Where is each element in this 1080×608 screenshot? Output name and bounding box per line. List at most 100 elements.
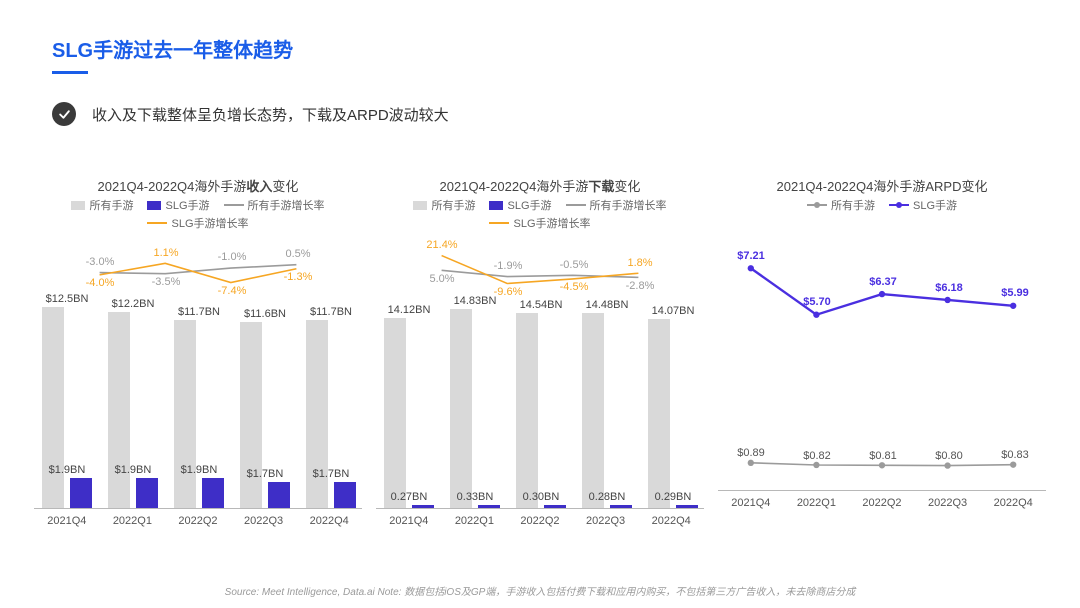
legend-label: 所有手游增长率: [248, 197, 325, 213]
legend-label: SLG手游: [507, 197, 551, 213]
chart-title: 2021Q4-2022Q4海外手游收入变化: [34, 176, 362, 195]
x-tick: 2022Q2: [849, 491, 915, 509]
labels-layer: 21.4%5.0%-9.6%-1.9%-4.5%-0.5%1.8%-2.8%: [376, 237, 704, 527]
plot-area: 14.12BN0.27BN14.83BN0.33BN14.54BN0.30BN1…: [376, 237, 704, 527]
legend-slg-bar: SLG手游: [489, 197, 551, 213]
arpd-label-all: $0.80: [935, 450, 963, 462]
legend-label: 所有手游增长率: [590, 197, 667, 213]
x-axis: 2021Q42022Q12022Q22022Q32022Q4: [718, 490, 1046, 509]
legend-slg-line: SLG手游增长率: [147, 215, 248, 231]
page-title-block: SLG手游过去一年整体趋势: [52, 34, 293, 74]
swatch-line: [224, 204, 244, 206]
arpd-label-all: $0.89: [737, 447, 765, 459]
x-axis: 2021Q42022Q12022Q22022Q32022Q4: [376, 508, 704, 527]
check-circle-icon: [52, 102, 76, 126]
growth-label-slg: -7.4%: [218, 285, 247, 297]
legend-slg-line: SLG手游: [889, 197, 957, 213]
charts-row: 2021Q4-2022Q4海外手游收入变化 所有手游 SLG手游 所有手游增长率…: [34, 176, 1046, 546]
chart-title-pre: 2021Q4-2022Q4海外手游: [440, 179, 589, 194]
legend-all-line: 所有手游增长率: [224, 197, 325, 213]
legend-all-line: 所有手游增长率: [566, 197, 667, 213]
legend-slg-line: SLG手游增长率: [489, 215, 590, 231]
x-tick: 2022Q1: [784, 491, 850, 509]
chart-title-post: 变化: [614, 179, 640, 194]
legend-label: 所有手游: [431, 197, 475, 213]
x-tick: 2022Q1: [100, 509, 166, 527]
page-title: SLG手游过去一年整体趋势: [52, 34, 293, 63]
plot-area: $12.5BN$1.9BN$12.2BN$1.9BN$11.7BN$1.9BN$…: [34, 237, 362, 527]
legend-all-line: 所有手游: [807, 197, 875, 213]
arpd-label-all: $0.81: [869, 450, 897, 462]
swatch-box: [489, 201, 503, 210]
x-tick: 2022Q1: [442, 509, 508, 527]
legend-label: 所有手游: [831, 197, 875, 213]
x-tick: 2022Q4: [296, 509, 362, 527]
legend-label: SLG手游增长率: [171, 215, 248, 231]
bullet-row: 收入及下载整体呈负增长态势，下载及ARPD波动较大: [52, 102, 449, 126]
swatch-box: [147, 201, 161, 210]
chart-legend: 所有手游 SLG手游: [718, 197, 1046, 213]
chart-title: 2021Q4-2022Q4海外手游ARPD变化: [718, 176, 1046, 195]
x-tick: 2021Q4: [718, 491, 784, 509]
legend-all-bar: 所有手游: [71, 197, 133, 213]
x-tick: 2022Q4: [638, 509, 704, 527]
swatch-box: [71, 201, 85, 210]
bullet-text: 收入及下载整体呈负增长态势，下载及ARPD波动较大: [92, 104, 449, 125]
swatch-line: [147, 222, 167, 224]
swatch-line: [889, 204, 909, 206]
chart-arpd: 2021Q4-2022Q4海外手游ARPD变化 所有手游 SLG手游 $7.21…: [718, 176, 1046, 546]
labels-layer: $7.21 $0.89 $5.70 $0.82 $6.37 $0.81 $6.18 $0.80…: [718, 219, 1046, 509]
growth-label-all: 0.5%: [285, 248, 310, 260]
legend-label: SLG手游增长率: [513, 215, 590, 231]
x-tick: 2021Q4: [34, 509, 100, 527]
chart-title-bold: 收入: [246, 179, 272, 194]
plot-area: $7.21 $0.89 $5.70 $0.82 $6.37 $0.81 $6.18 $0.80…: [718, 219, 1046, 509]
chart-revenue: 2021Q4-2022Q4海外手游收入变化 所有手游 SLG手游 所有手游增长率…: [34, 176, 362, 546]
x-tick: 2022Q4: [980, 491, 1046, 509]
arpd-label-all: $0.83: [1001, 449, 1029, 461]
growth-label-all: -3.0%: [86, 256, 115, 268]
chart-legend: 所有手游 SLG手游 所有手游增长率 SLG手游增长率: [34, 197, 362, 231]
legend-label: 所有手游: [89, 197, 133, 213]
growth-label-all: -2.8%: [626, 280, 655, 292]
arpd-label-slg: $6.18: [935, 282, 963, 294]
x-tick: 2022Q2: [507, 509, 573, 527]
chart-downloads: 2021Q4-2022Q4海外手游下载变化 所有手游 SLG手游 所有手游增长率…: [376, 176, 704, 546]
growth-label-all: -0.5%: [560, 259, 589, 271]
legend-label: SLG手游: [165, 197, 209, 213]
swatch-box: [413, 201, 427, 210]
x-tick: 2022Q3: [573, 509, 639, 527]
arpd-label-slg: $5.70: [803, 296, 831, 308]
legend-label: SLG手游: [913, 197, 957, 213]
footer-source: Source: Meet Intelligence, Data.ai Note:…: [0, 583, 1080, 598]
x-axis: 2021Q42022Q12022Q22022Q32022Q4: [34, 508, 362, 527]
swatch-line: [566, 204, 586, 206]
arpd-label-slg: $6.37: [869, 276, 897, 288]
title-underline: [52, 71, 88, 74]
growth-label-slg: -9.6%: [494, 286, 523, 298]
x-tick: 2022Q3: [915, 491, 981, 509]
x-tick: 2022Q2: [165, 509, 231, 527]
chart-title-post: 变化: [272, 179, 298, 194]
chart-title: 2021Q4-2022Q4海外手游下载变化: [376, 176, 704, 195]
growth-label-all: 5.0%: [429, 273, 454, 285]
growth-label-slg: -4.0%: [86, 277, 115, 289]
growth-label-slg: 21.4%: [426, 239, 457, 251]
legend-slg-bar: SLG手游: [147, 197, 209, 213]
chart-title-bold: 下载: [588, 179, 614, 194]
growth-label-slg: -1.3%: [284, 271, 313, 283]
x-tick: 2021Q4: [376, 509, 442, 527]
growth-label-all: -1.0%: [218, 251, 247, 263]
arpd-label-slg: $7.21: [737, 250, 765, 262]
growth-label-slg: 1.8%: [627, 257, 652, 269]
chart-title-pre: 2021Q4-2022Q4海外手游: [98, 179, 247, 194]
growth-label-slg: -4.5%: [560, 281, 589, 293]
swatch-line: [807, 204, 827, 206]
growth-label-slg: 1.1%: [153, 247, 178, 259]
swatch-line: [489, 222, 509, 224]
arpd-label-slg: $5.99: [1001, 287, 1029, 299]
legend-all-bar: 所有手游: [413, 197, 475, 213]
labels-layer: -4.0%-3.0%1.1%-3.5%-7.4%-1.0%-1.3%0.5%: [34, 237, 362, 527]
x-tick: 2022Q3: [231, 509, 297, 527]
arpd-label-all: $0.82: [803, 450, 831, 462]
